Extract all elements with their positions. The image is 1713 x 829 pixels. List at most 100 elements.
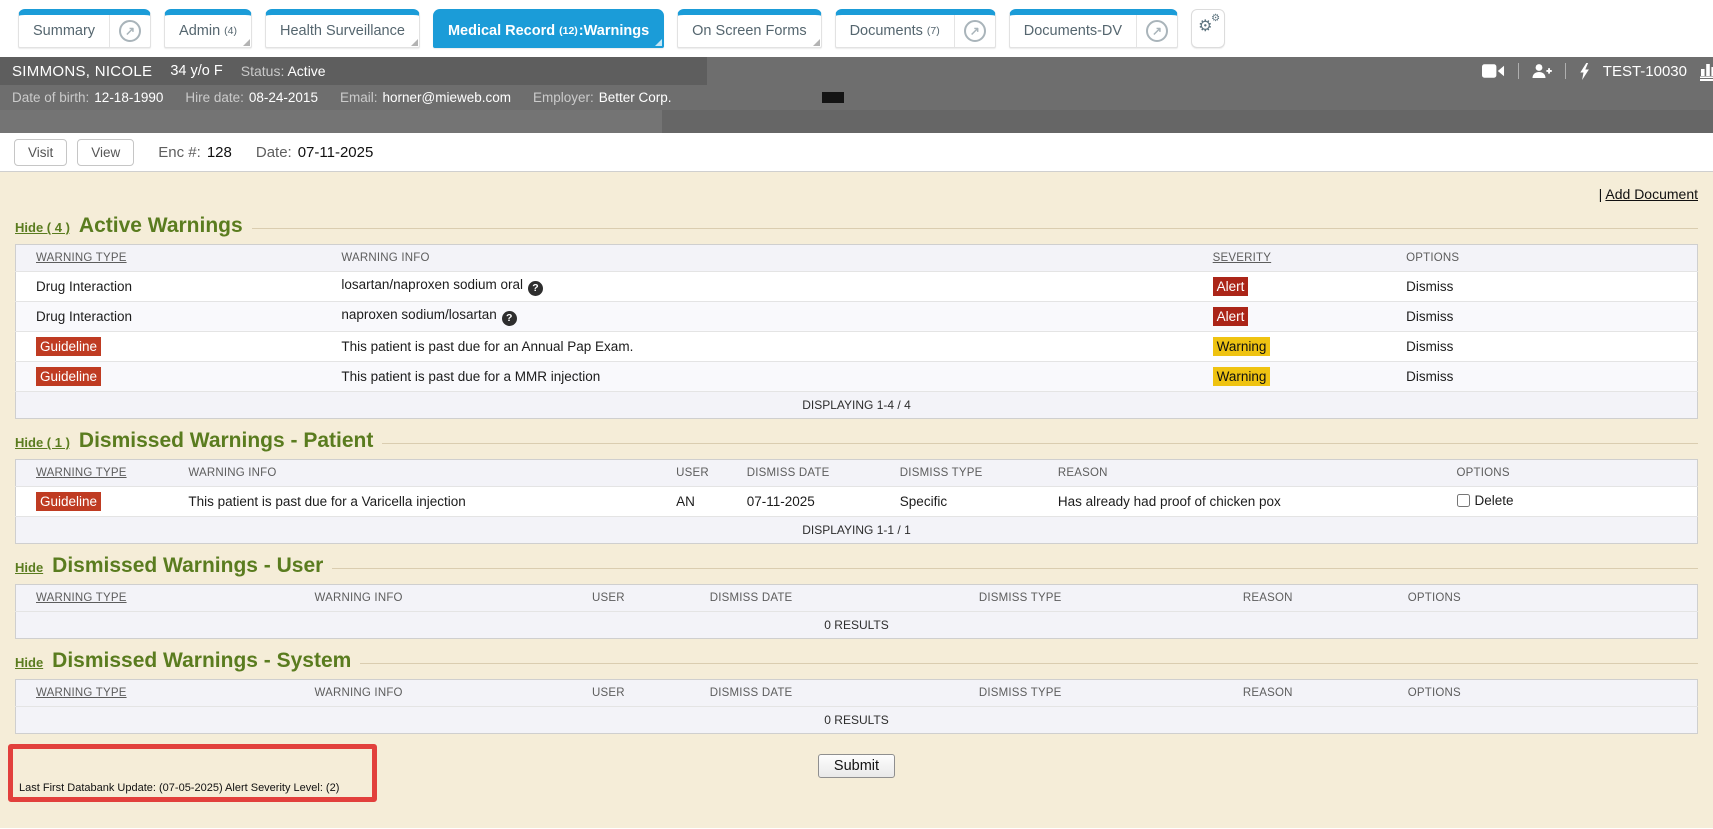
dismissed-system-table: WARNING TYPE WARNING INFO USER DISMISS D… <box>15 679 1698 734</box>
user-cell: AN <box>676 494 695 509</box>
dismiss-link[interactable]: Dismiss <box>1406 339 1454 354</box>
delete-label: Delete <box>1474 493 1514 508</box>
tab-documents[interactable]: Documents (7) ↗ <box>834 9 996 48</box>
warning-type-badge: Guideline <box>36 337 102 356</box>
help-icon[interactable]: ? <box>501 311 517 326</box>
dismiss-link[interactable]: Dismiss <box>1406 279 1454 294</box>
hide-patient-link[interactable]: Hide ( 1 ) <box>15 435 70 450</box>
add-document-link[interactable]: Add Document <box>1605 186 1698 202</box>
corner-fold-icon <box>812 39 820 46</box>
col-warning-type[interactable]: WARNING TYPE <box>36 592 127 604</box>
field-label: Employer: <box>532 90 594 105</box>
table-row: Guideline This patient is past due for a… <box>15 486 1698 517</box>
section-title: Dismissed Warnings - User <box>52 554 324 577</box>
field-label: Email: <box>339 90 378 105</box>
delete-checkbox[interactable] <box>1456 494 1470 507</box>
warning-info: This patient is past due for a Varicella… <box>188 494 466 509</box>
external-link-icon[interactable]: ↗ <box>953 15 995 47</box>
col-user: USER <box>592 687 625 699</box>
col-dismiss-type: DISMISS TYPE <box>899 467 983 479</box>
tab-admin[interactable]: Admin (4) <box>164 9 252 48</box>
corner-fold-icon <box>243 39 250 46</box>
empty-results: 0 RESULTS <box>15 611 1698 639</box>
view-button[interactable]: View <box>77 138 135 166</box>
warning-type-badge: Guideline <box>36 492 102 511</box>
dismiss-link[interactable]: Dismiss <box>1406 369 1454 384</box>
tab-count: (4) <box>224 25 237 37</box>
paging-status: DISPLAYING 1-1 / 1 <box>15 516 1698 544</box>
enc-label: Enc #: <box>158 143 201 161</box>
col-severity[interactable]: SEVERITY <box>1212 252 1272 264</box>
dob-field: Date of birth: 12-18-1990 <box>12 90 163 105</box>
tab-summary[interactable]: Summary ↗ <box>18 9 152 48</box>
arrow-up-right-icon: ↗ <box>963 20 986 42</box>
warning-type: Drug Interaction <box>36 309 133 324</box>
tab-on-screen-forms[interactable]: On Screen Forms <box>677 9 822 48</box>
dismissed-user-table: WARNING TYPE WARNING INFO USER DISMISS D… <box>15 584 1698 639</box>
tab-label: On Screen Forms <box>692 23 807 39</box>
date-label: Date: <box>255 143 292 161</box>
severity-badge: Alert <box>1212 277 1249 296</box>
tab-label: Summary <box>33 23 96 39</box>
bar-chart-icon[interactable] <box>1700 62 1713 81</box>
col-warning-info: WARNING INFO <box>188 467 277 479</box>
col-options: OPTIONS <box>1456 467 1510 479</box>
warning-type: Drug Interaction <box>36 279 133 294</box>
col-warning-type[interactable]: WARNING TYPE <box>36 687 127 699</box>
hide-active-link[interactable]: Hide ( 4 ) <box>15 220 70 235</box>
col-reason: REASON <box>1242 592 1293 604</box>
col-dismiss-type: DISMISS TYPE <box>978 687 1062 699</box>
divider <box>1564 63 1566 79</box>
tab-label-suffix: :Warnings <box>578 23 650 39</box>
tab-label: Documents-DV <box>1023 23 1123 39</box>
enc-value: 128 <box>206 143 232 161</box>
dark-artifact <box>822 92 844 103</box>
col-options: OPTIONS <box>1407 687 1461 699</box>
databank-update-note: Last First Databank Update: (07-05-2025)… <box>19 782 340 794</box>
col-user: USER <box>676 467 709 479</box>
external-link-icon[interactable]: ↗ <box>1136 15 1177 47</box>
add-person-icon[interactable] <box>1532 63 1552 79</box>
tab-bar: Summary ↗ Admin (4) Health Surveillance … <box>0 0 1713 57</box>
patient-status: Status: Active <box>241 63 326 79</box>
settings-gears-button[interactable]: ⚙ ⚙ <box>1191 9 1226 48</box>
tab-health-surveillance[interactable]: Health Surveillance <box>265 9 420 48</box>
dismiss-link[interactable]: Dismiss <box>1406 309 1454 324</box>
help-icon[interactable]: ? <box>528 281 543 296</box>
dismissed-patient-table: WARNING TYPE WARNING INFO USER DISMISS D… <box>15 459 1698 544</box>
warning-info: losartan/naproxen sodium oral <box>341 277 523 292</box>
reason-cell: Has already had proof of chicken pox <box>1057 494 1281 509</box>
external-link-icon[interactable]: ↗ <box>109 15 150 47</box>
pipe-separator: | <box>1598 186 1603 202</box>
video-call-icon[interactable] <box>1481 64 1505 78</box>
tab-documents-dv[interactable]: Documents-DV ↗ <box>1008 9 1179 48</box>
col-warning-type[interactable]: WARNING TYPE <box>36 252 127 264</box>
hide-user-link[interactable]: Hide <box>15 560 44 575</box>
hire-date-field: Hire date: 08-24-2015 <box>185 90 318 105</box>
col-warning-info: WARNING INFO <box>314 687 403 699</box>
submit-button[interactable]: Submit <box>817 754 896 778</box>
divider <box>332 567 1698 569</box>
col-warning-type[interactable]: WARNING TYPE <box>36 467 127 479</box>
field-value: horner@mieweb.com <box>382 90 511 105</box>
lightning-bolt-icon[interactable] <box>1579 62 1590 80</box>
table-row: Drug Interaction losartan/naproxen sodiu… <box>15 271 1698 302</box>
tab-label: Admin <box>179 23 221 39</box>
hide-system-link[interactable]: Hide <box>15 655 44 670</box>
visit-button[interactable]: Visit <box>14 138 68 166</box>
warnings-content: | Add Document Hide ( 4 ) Active Warning… <box>0 172 1713 828</box>
gear-icon: ⚙ <box>1198 18 1213 35</box>
col-warning-info: WARNING INFO <box>341 252 430 264</box>
tab-medical-record-warnings[interactable]: Medical Record (12) :Warnings <box>432 9 665 48</box>
paging-status: DISPLAYING 1-4 / 4 <box>15 391 1698 419</box>
divider <box>1517 63 1519 79</box>
section-title: Active Warnings <box>78 214 243 237</box>
col-dismiss-date: DISMISS DATE <box>746 467 830 479</box>
divider <box>382 442 1698 444</box>
empty-results: 0 RESULTS <box>15 706 1698 734</box>
corner-fold-icon <box>655 39 663 46</box>
tab-label: Medical Record <box>447 23 556 39</box>
encounter-bar: Visit View Enc #: 128 Date: 07-11-2025 <box>0 133 1713 172</box>
header-filler-bar <box>0 110 1713 133</box>
